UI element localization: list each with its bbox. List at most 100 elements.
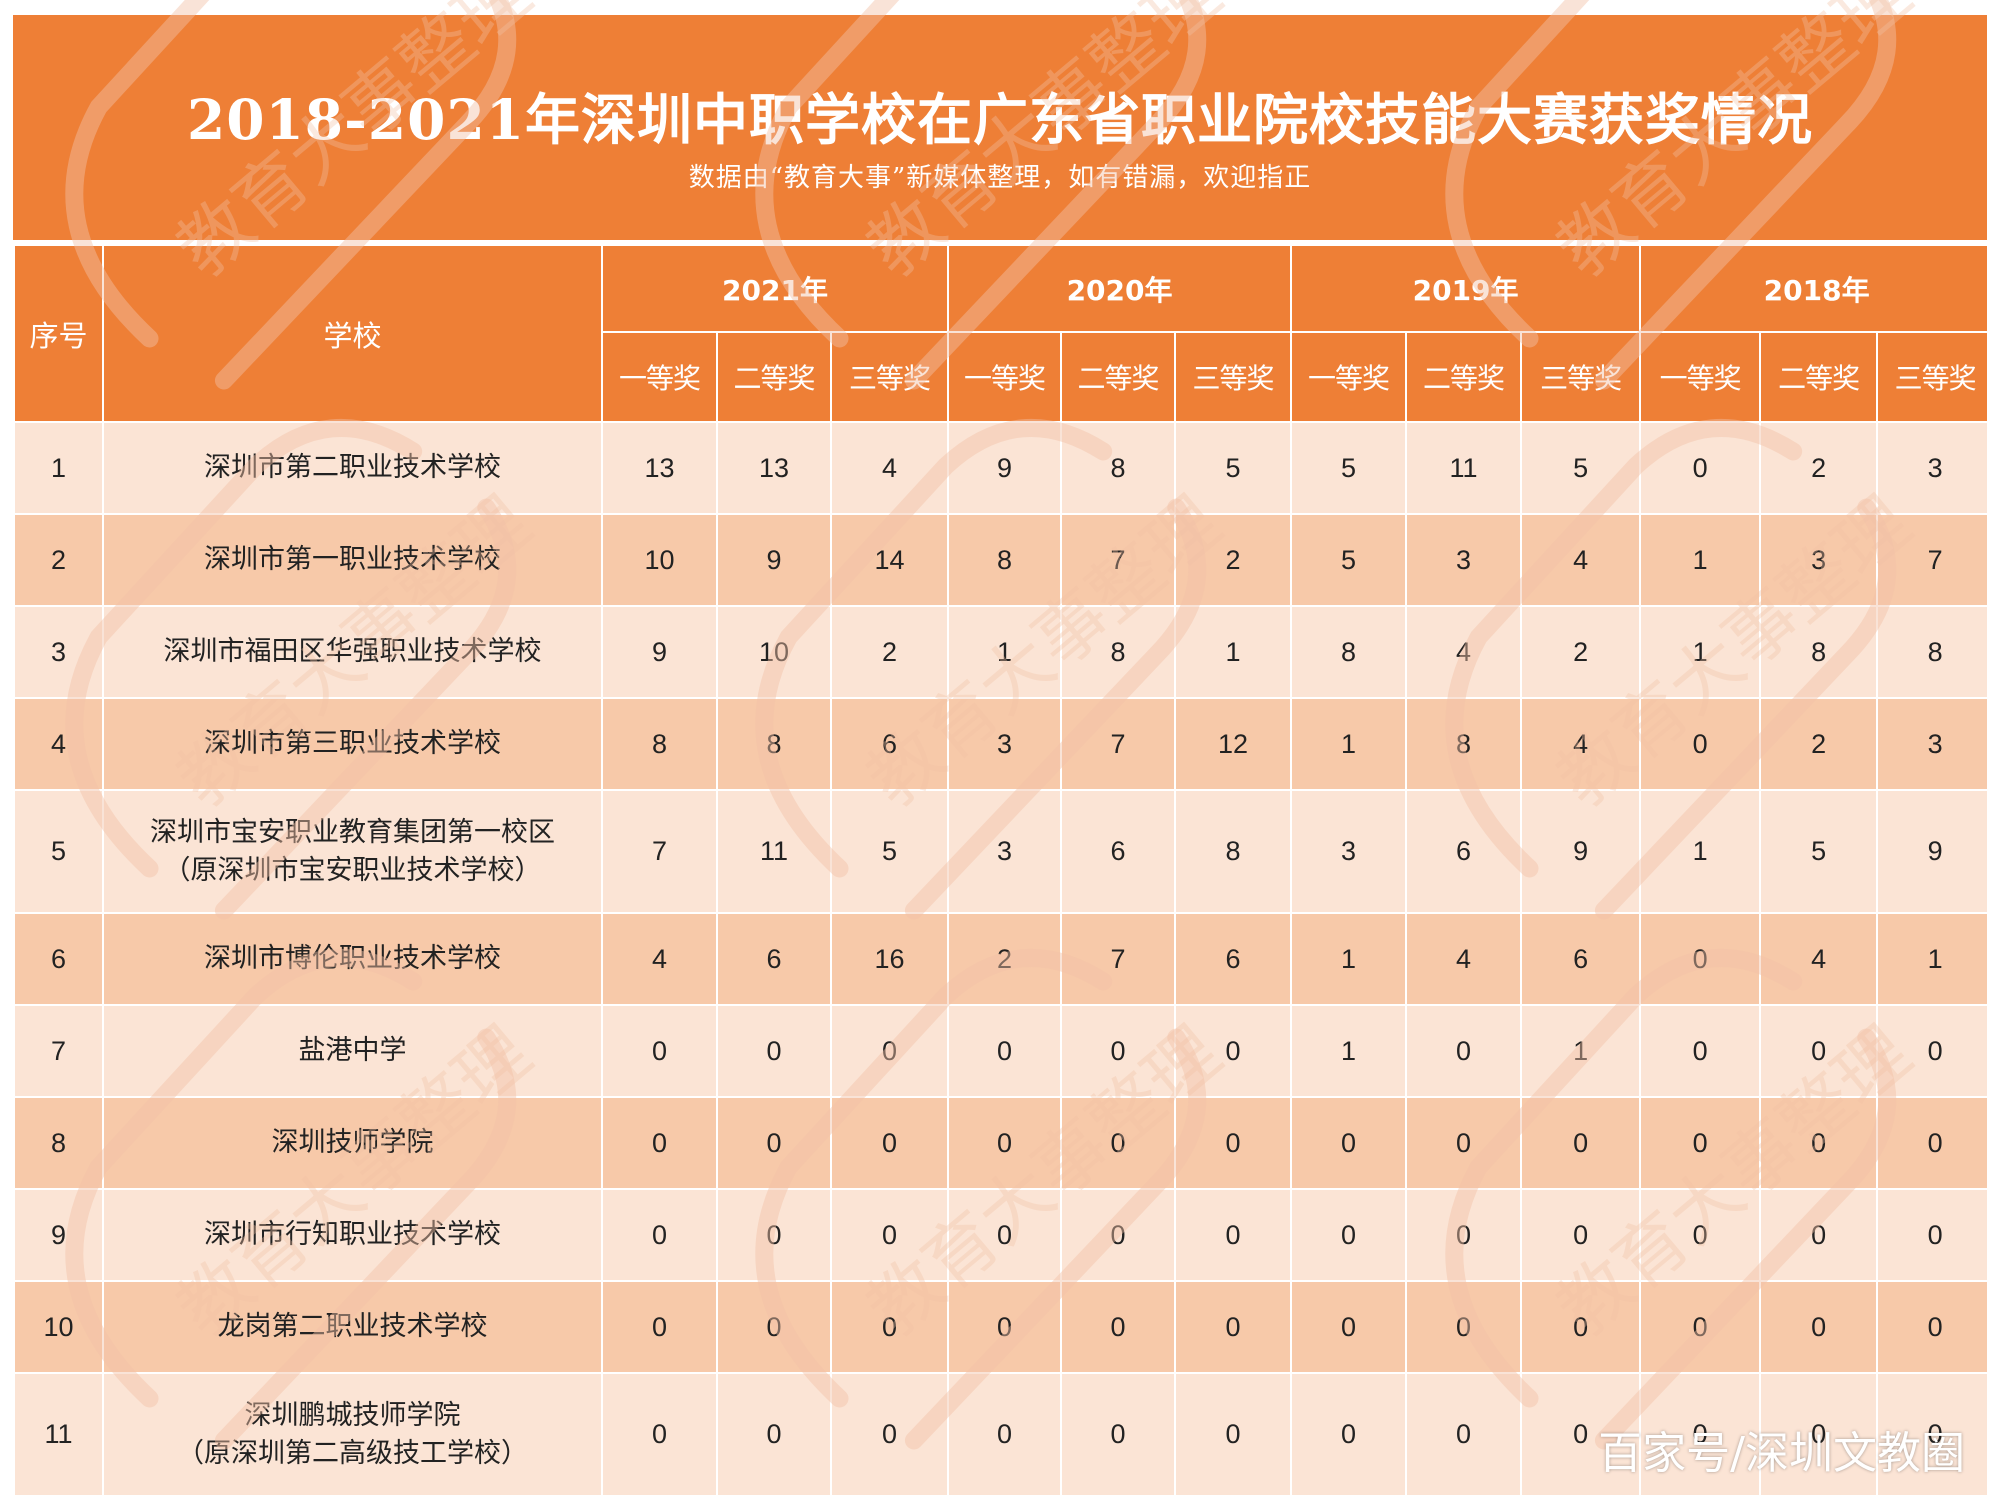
school-name-line: 深圳市行知职业技术学校 — [204, 1219, 501, 1250]
cell-count: 0 — [1520, 1280, 1642, 1374]
prize-header: 三等奖 — [1174, 331, 1293, 423]
cell-count: 10 — [716, 605, 832, 699]
cell-count: 1 — [947, 605, 1063, 699]
cell-count: 0 — [947, 1004, 1063, 1098]
cell-count: 0 — [1520, 1096, 1642, 1190]
cell-count: 8 — [1060, 605, 1177, 699]
cell-count: 0 — [1405, 1280, 1523, 1374]
cell-school: 深圳鹏城技师学院 （原深圳第二高级技工学校） — [102, 1372, 603, 1497]
cell-count: 0 — [829, 1096, 950, 1190]
cell-count: 0 — [716, 1280, 832, 1374]
cell-count: 0 — [1174, 1280, 1293, 1374]
cell-count: 0 — [1405, 1004, 1523, 1098]
cell-count: 5 — [1290, 421, 1408, 515]
cell-count: 0 — [601, 1372, 718, 1497]
cell-count: 12 — [1174, 697, 1293, 791]
cell-count: 2 — [1759, 421, 1879, 515]
column-header-seq: 序号 — [13, 244, 104, 423]
cell-school: 深圳市第二职业技术学校 — [102, 421, 603, 515]
page-subtitle: 数据由“教育大事”新媒体整理，如有错漏，欢迎指正 — [688, 163, 1312, 193]
school-name-line: 深圳市第一职业技术学校 — [204, 544, 501, 575]
table-row: 5 深圳市宝安职业教育集团第一校区 （原深圳市宝安职业技术学校） 7 11 5 3 6 8 3 6 9… — [13, 789, 1987, 914]
year-header-row: 序号 学校 2021年 2020年 2019年 2018年 — [13, 244, 1987, 423]
school-name-line: 盐港中学 — [298, 1035, 407, 1066]
cell-count: 0 — [829, 1280, 950, 1374]
cell-count: 0 — [947, 1372, 1063, 1497]
cell-count: 11 — [716, 789, 832, 914]
cell-count: 0 — [1876, 1004, 1987, 1098]
cell-count: 4 — [829, 421, 950, 515]
column-header-school: 学校 — [102, 244, 603, 423]
cell-count: 1 — [1639, 513, 1762, 607]
cell-count: 0 — [1759, 1280, 1879, 1374]
school-name-line: （原深圳市宝安职业技术学校） — [163, 854, 542, 886]
cell-count: 0 — [1759, 1188, 1879, 1282]
prize-header: 三等奖 — [1876, 331, 1987, 423]
cell-count: 3 — [1876, 421, 1987, 515]
table-row: 9 深圳市行知职业技术学校 0 0 0 0 0 0 0 0 0 0 0 0 — [13, 1188, 1987, 1282]
cell-count: 6 — [1060, 789, 1177, 914]
table-row: 6 深圳市博伦职业技术学校 4 6 16 2 7 6 1 4 6 0 4 1 — [13, 912, 1987, 1006]
cell-count: 0 — [1060, 1188, 1177, 1282]
school-name-line: 深圳市第二职业技术学校 — [204, 452, 501, 483]
cell-count: 0 — [1060, 1004, 1177, 1098]
cell-school: 深圳市博伦职业技术学校 — [102, 912, 603, 1006]
cell-count: 8 — [1759, 605, 1879, 699]
cell-count: 9 — [947, 421, 1063, 515]
cell-seq: 9 — [13, 1188, 104, 1282]
cell-count: 1 — [1174, 605, 1293, 699]
cell-school: 盐港中学 — [102, 1004, 603, 1098]
cell-count: 0 — [1639, 1096, 1762, 1190]
cell-count: 8 — [1405, 697, 1523, 791]
cell-count: 8 — [1174, 789, 1293, 914]
prize-header: 二等奖 — [1060, 331, 1177, 423]
cell-count: 9 — [1876, 789, 1987, 914]
cell-count: 7 — [1876, 513, 1987, 607]
cell-school: 深圳市第一职业技术学校 — [102, 513, 603, 607]
title-banner: 2018-2021年深圳中职学校在广东省职业院校技能大赛获奖情况 数据由“教育大… — [13, 15, 1987, 240]
table-row: 8 深圳技师学院 0 0 0 0 0 0 0 0 0 0 0 0 — [13, 1096, 1987, 1190]
cell-count: 8 — [947, 513, 1063, 607]
cell-count: 0 — [947, 1280, 1063, 1374]
prize-header: 二等奖 — [1759, 331, 1879, 423]
cell-count: 0 — [601, 1096, 718, 1190]
cell-count: 7 — [1060, 513, 1177, 607]
cell-count: 1 — [1876, 912, 1987, 1006]
cell-school: 深圳技师学院 — [102, 1096, 603, 1190]
prize-header: 二等奖 — [1405, 331, 1523, 423]
cell-count: 3 — [947, 697, 1063, 791]
infographic-sheet: 2018-2021年深圳中职学校在广东省职业院校技能大赛获奖情况 数据由“教育大… — [13, 15, 1987, 1497]
cell-count: 4 — [1405, 605, 1523, 699]
school-name-line: 龙岗第二职业技术学校 — [217, 1311, 488, 1342]
cell-count: 7 — [1060, 697, 1177, 791]
cell-count: 0 — [1639, 1188, 1762, 1282]
cell-count: 8 — [1876, 605, 1987, 699]
cell-count: 0 — [716, 1004, 832, 1098]
cell-count: 6 — [1405, 789, 1523, 914]
cell-count: 0 — [716, 1096, 832, 1190]
cell-count: 10 — [601, 513, 718, 607]
cell-count: 0 — [1060, 1372, 1177, 1497]
cell-count: 2 — [1174, 513, 1293, 607]
table-row: 3 深圳市福田区华强职业技术学校 9 10 2 1 8 1 8 4 2 1 8 8 — [13, 605, 1987, 699]
cell-count: 5 — [829, 789, 950, 914]
school-name-line: 深圳市第三职业技术学校 — [204, 728, 501, 759]
cell-count: 0 — [716, 1188, 832, 1282]
cell-count: 0 — [1174, 1096, 1293, 1190]
table-row: 4 深圳市第三职业技术学校 8 8 6 3 7 12 1 8 4 0 2 3 — [13, 697, 1987, 791]
year-header-2019: 2019年 — [1290, 244, 1642, 333]
cell-count: 0 — [1639, 1280, 1762, 1374]
cell-count: 0 — [1876, 1096, 1987, 1190]
cell-seq: 5 — [13, 789, 104, 914]
cell-count: 9 — [716, 513, 832, 607]
cell-count: 0 — [829, 1372, 950, 1497]
cell-school: 龙岗第二职业技术学校 — [102, 1280, 603, 1374]
cell-count: 1 — [1639, 789, 1762, 914]
year-header-2018: 2018年 — [1639, 244, 1987, 333]
cell-seq: 4 — [13, 697, 104, 791]
cell-count: 4 — [1520, 697, 1642, 791]
prize-header: 一等奖 — [1290, 331, 1408, 423]
awards-table: 序号 学校 2021年 2020年 2019年 2018年 一等奖 二等奖 三等奖一… — [13, 244, 1987, 1497]
cell-count: 0 — [601, 1280, 718, 1374]
cell-count: 1 — [1639, 605, 1762, 699]
